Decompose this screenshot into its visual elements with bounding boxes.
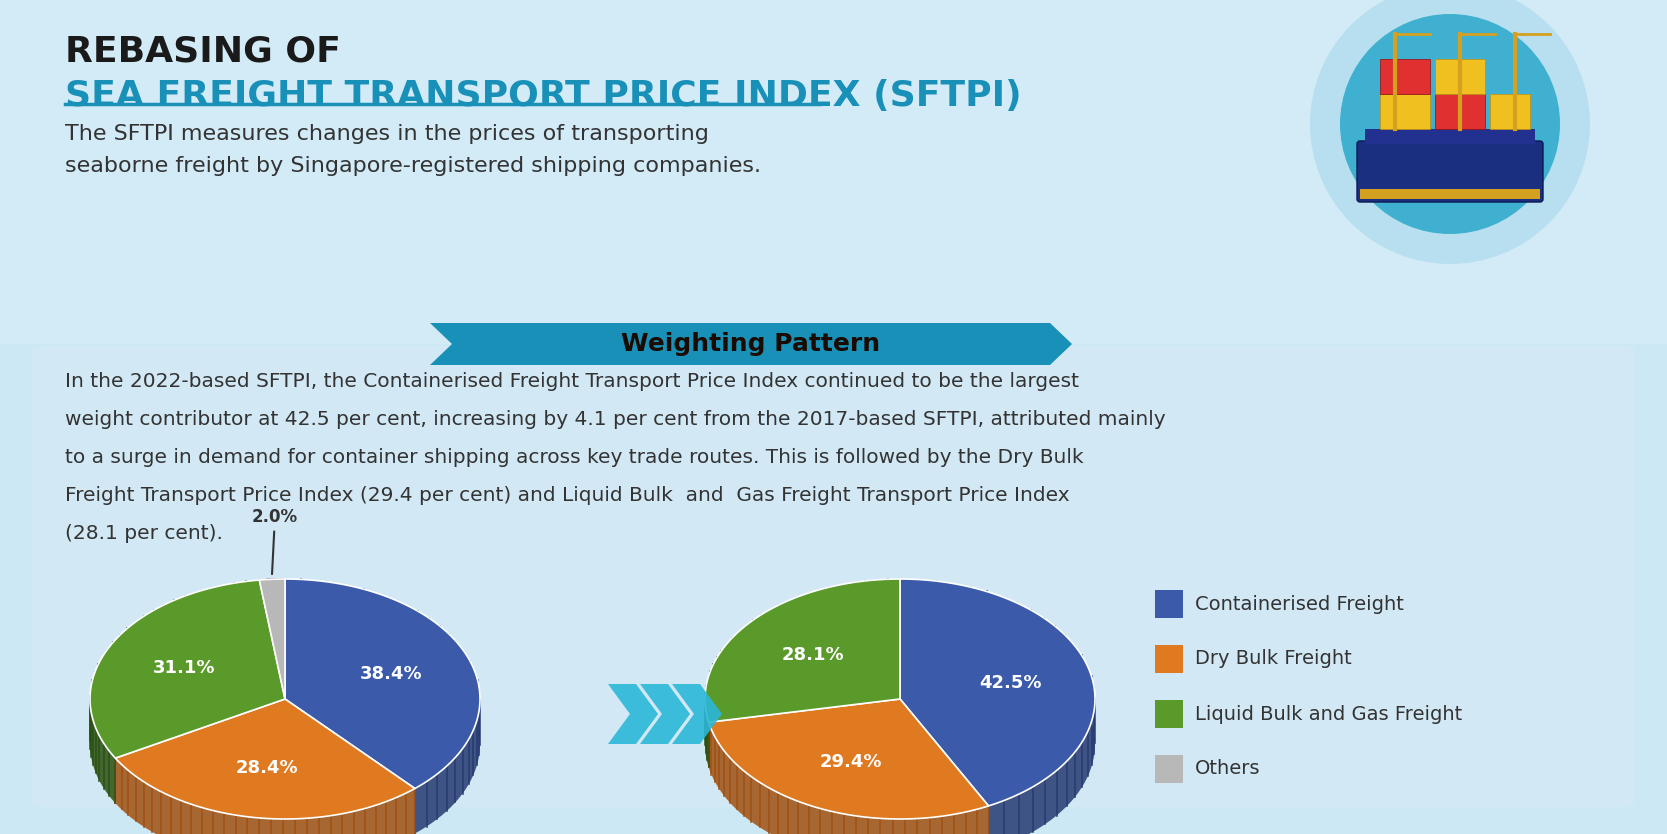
Text: 28.4%: 28.4% <box>235 759 298 776</box>
Bar <box>1360 189 1540 199</box>
Polygon shape <box>708 699 989 819</box>
Bar <box>1155 590 1184 618</box>
Polygon shape <box>90 580 260 803</box>
Text: 2.0%: 2.0% <box>252 508 298 574</box>
FancyBboxPatch shape <box>32 346 1635 807</box>
Text: REBASING OF: REBASING OF <box>65 34 340 68</box>
Bar <box>1380 94 1430 129</box>
Text: Others: Others <box>1195 760 1260 778</box>
Bar <box>0 0 1667 344</box>
Bar <box>1490 94 1530 129</box>
Text: Liquid Bulk and Gas Freight: Liquid Bulk and Gas Freight <box>1195 705 1462 724</box>
Text: seaborne freight by Singapore-registered shipping companies.: seaborne freight by Singapore-registered… <box>65 156 762 176</box>
Text: Freight Transport Price Index (29.4 per cent) and Liquid Bulk  and  Gas Freight : Freight Transport Price Index (29.4 per … <box>65 486 1070 505</box>
Text: to a surge in demand for container shipping across key trade routes. This is fol: to a surge in demand for container shipp… <box>65 448 1084 467</box>
Bar <box>1155 645 1184 673</box>
Polygon shape <box>640 684 690 744</box>
Text: SEA FREIGHT TRANSPORT PRICE INDEX (SFTPI): SEA FREIGHT TRANSPORT PRICE INDEX (SFTPI… <box>65 79 1022 113</box>
Polygon shape <box>705 579 900 767</box>
Polygon shape <box>115 758 415 834</box>
Text: 38.4%: 38.4% <box>360 666 422 683</box>
Text: (28.1 per cent).: (28.1 per cent). <box>65 524 223 543</box>
Polygon shape <box>115 699 415 819</box>
Bar <box>1435 94 1485 129</box>
Circle shape <box>1340 14 1560 234</box>
Text: Weighting Pattern: Weighting Pattern <box>622 332 880 356</box>
Polygon shape <box>672 684 722 744</box>
Bar <box>1365 129 1535 144</box>
Polygon shape <box>608 684 658 744</box>
FancyBboxPatch shape <box>1357 141 1544 202</box>
Bar <box>1435 59 1485 94</box>
Text: Containerised Freight: Containerised Freight <box>1195 595 1404 614</box>
Polygon shape <box>900 579 1095 806</box>
Polygon shape <box>90 580 285 758</box>
Polygon shape <box>705 579 900 722</box>
Text: 29.4%: 29.4% <box>818 752 882 771</box>
Polygon shape <box>260 579 285 625</box>
Polygon shape <box>285 579 480 788</box>
Polygon shape <box>260 579 285 699</box>
Text: In the 2022-based SFTPI, the Containerised Freight Transport Price Index continu: In the 2022-based SFTPI, the Containeris… <box>65 372 1079 391</box>
Text: 28.1%: 28.1% <box>782 646 844 664</box>
Circle shape <box>1310 0 1590 264</box>
Bar <box>1155 755 1184 783</box>
Bar <box>1380 59 1430 94</box>
Text: 42.5%: 42.5% <box>979 674 1042 691</box>
Polygon shape <box>900 579 1095 834</box>
Text: 31.1%: 31.1% <box>152 659 215 677</box>
Polygon shape <box>285 579 480 833</box>
Text: The SFTPI measures changes in the prices of transporting: The SFTPI measures changes in the prices… <box>65 124 708 144</box>
Text: Dry Bulk Freight: Dry Bulk Freight <box>1195 650 1352 669</box>
Bar <box>1155 700 1184 728</box>
Polygon shape <box>708 722 989 834</box>
Polygon shape <box>430 323 1072 365</box>
Text: weight contributor at 42.5 per cent, increasing by 4.1 per cent from the 2017-ba: weight contributor at 42.5 per cent, inc… <box>65 410 1165 429</box>
